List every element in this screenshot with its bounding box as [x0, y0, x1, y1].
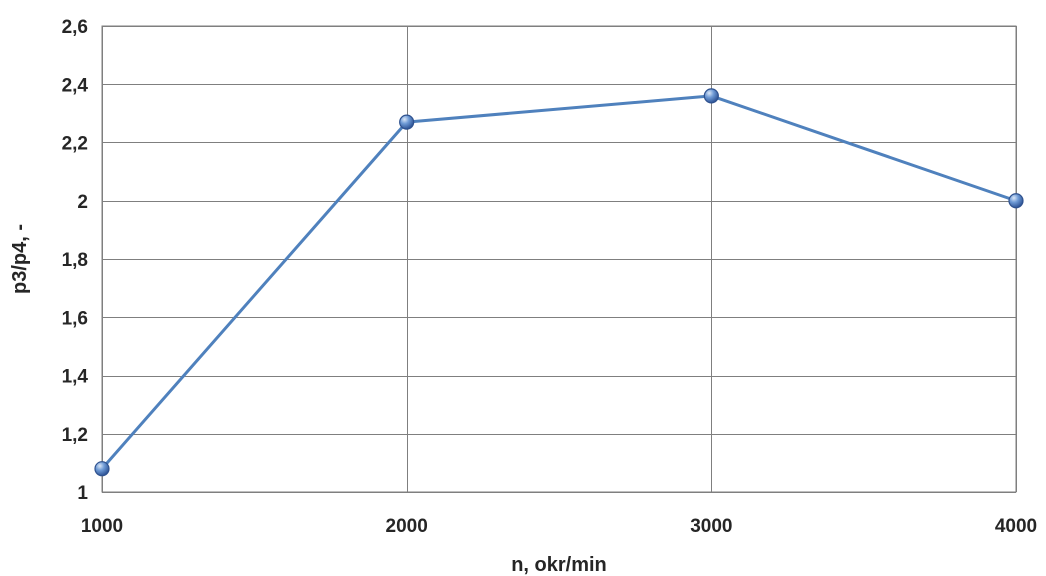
y-tick-label: 1,6: [62, 308, 88, 329]
x-axis-tick-labels: 1000 2000 3000 4000: [81, 516, 1037, 537]
y-tick-label: 2,4: [62, 75, 89, 96]
series-layer: [94, 88, 1024, 477]
y-axis-tick-labels: 1 1,2 1,4 1,6 1,8 2 2,2 2,4 2,6: [62, 17, 89, 504]
y-tick-label: 2,6: [62, 17, 88, 38]
x-tick-label: 3000: [690, 516, 732, 537]
y-tick-label: 2,2: [62, 134, 88, 155]
y-tick-label: 1,2: [62, 425, 88, 446]
data-point-3000: [703, 88, 719, 104]
y-tick-label: 1: [77, 483, 88, 504]
y-tick-label: 2: [77, 192, 88, 213]
data-point-4000: [1008, 193, 1024, 209]
x-tick-label: 4000: [995, 516, 1037, 537]
series-line-0: [100, 94, 1017, 470]
plot-area-frame: [101, 25, 1017, 493]
y-tick-label: 1,4: [62, 367, 89, 388]
x-tick-label: 2000: [386, 516, 428, 537]
y-axis-title: p3/p4, -: [9, 224, 31, 294]
x-axis-title: n, okr/min: [511, 554, 607, 576]
y-tick-label: 1,8: [62, 250, 88, 271]
gridlines: [102, 26, 1017, 493]
data-point-1000: [94, 461, 110, 477]
x-tick-label: 1000: [81, 516, 123, 537]
data-point-2000: [399, 114, 415, 130]
